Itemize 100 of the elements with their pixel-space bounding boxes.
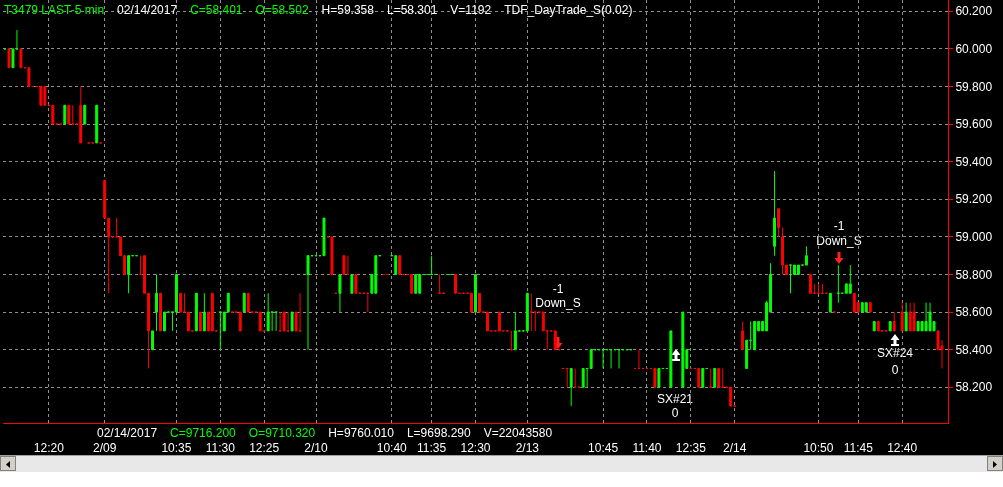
candlestick (278, 311, 282, 332)
candlestick (27, 67, 31, 87)
chart-title: T3479 LAST-5 min (4, 3, 105, 17)
candlestick (274, 311, 278, 332)
candlestick (366, 292, 370, 313)
candlestick (908, 302, 912, 332)
candlestick (808, 273, 812, 294)
candlestick (773, 170, 777, 257)
annotation: TDF_DayTrade_S(0.02) (504, 3, 633, 17)
candlestick (178, 292, 182, 313)
candlestick (218, 311, 222, 351)
candlestick (657, 367, 661, 388)
candlestick (573, 367, 577, 388)
candlestick (581, 367, 585, 388)
candlestick (286, 311, 290, 332)
candlestick (709, 367, 713, 388)
text: C=9716.200 (170, 426, 236, 440)
candlestick (39, 85, 43, 106)
candlestick (681, 311, 685, 388)
candlestick (745, 339, 749, 369)
candlestick (585, 367, 589, 388)
candlestick (852, 292, 856, 313)
x-tick-label: 2/09 (93, 441, 117, 456)
candlestick (892, 311, 896, 332)
text: O=9710.320 (248, 426, 316, 440)
annotation: H=59.358 (321, 3, 374, 17)
candlestick (653, 367, 657, 388)
candlestick (238, 311, 242, 332)
annotation: 0 (891, 363, 899, 377)
x-tick-label: 10:35 (161, 441, 192, 456)
annotation: L=58.301 (386, 3, 438, 17)
x-tick-label: 12:40 (887, 441, 918, 456)
candlestick (51, 104, 55, 125)
candlestick (174, 273, 178, 313)
candlestick (533, 311, 537, 332)
candlestick (19, 48, 23, 69)
y-tick-label: 58.600 (955, 305, 993, 320)
candlestick (900, 302, 904, 332)
text: 02/14/2017 (97, 426, 158, 440)
x-tick-label: 11:35 (417, 441, 447, 456)
candlestick (569, 367, 573, 407)
candlestick (912, 302, 916, 332)
candlestick (876, 320, 880, 332)
candlestick (410, 273, 414, 294)
candlestick (741, 320, 745, 351)
annotation: Down_S (535, 296, 581, 310)
y-tick-label: 59.800 (955, 79, 993, 94)
annotation: C=58.401 (190, 3, 243, 17)
candlestick (322, 217, 326, 257)
candlestick (350, 273, 354, 294)
candlestick (346, 255, 350, 275)
candlestick (7, 48, 11, 69)
text: H=9760.010 (328, 426, 394, 440)
candlestick (127, 255, 131, 294)
candlestick (151, 330, 154, 351)
candlestick (601, 349, 605, 369)
candlestick (198, 311, 202, 332)
x-tick-label: 12:20 (33, 441, 65, 456)
candlestick (729, 386, 733, 407)
candlestick (418, 273, 422, 294)
candlestick (697, 367, 701, 388)
candlestick (777, 208, 781, 238)
candlestick (904, 302, 908, 332)
candlestick (565, 367, 569, 388)
candlestick (163, 311, 166, 332)
candlestick (430, 255, 434, 275)
candlestick (916, 320, 920, 332)
candlestick (398, 255, 402, 275)
x-tick-label: 2/13 (515, 441, 540, 456)
annotation: 02/14/2017 (117, 3, 178, 17)
candlestick (529, 292, 533, 332)
candlestick (338, 273, 342, 313)
x-tick-label: 10:50 (803, 441, 834, 456)
candlestick (306, 255, 310, 351)
candlestick (246, 292, 250, 313)
candlestick (525, 292, 529, 332)
candlestick (872, 320, 876, 332)
candlestick (266, 292, 270, 332)
candlestick (454, 273, 458, 294)
x-tick-label: 10:45 (588, 441, 619, 456)
x-tick-label: 12:35 (675, 441, 707, 456)
annotation: -1 (833, 219, 845, 233)
candlestick (848, 264, 852, 294)
candlestick (789, 264, 792, 294)
annotation: -1 (552, 282, 564, 296)
candlestick (282, 311, 286, 332)
x-tick-label: 11:40 (632, 441, 662, 456)
candlestick (888, 320, 892, 332)
candlestick (781, 226, 784, 275)
x-tick-label: 2/10 (304, 441, 329, 456)
y-tick-label: 58.200 (955, 380, 993, 395)
candlestick (290, 311, 294, 332)
y-tick-label: 59.600 (955, 117, 993, 132)
candlestick (83, 104, 87, 125)
candlestick (509, 330, 513, 351)
candlestick (182, 292, 186, 313)
candlestick (828, 292, 832, 313)
x-tick-label: 2/14 (723, 441, 747, 456)
candlestick (868, 302, 872, 313)
candlestick (155, 273, 158, 332)
